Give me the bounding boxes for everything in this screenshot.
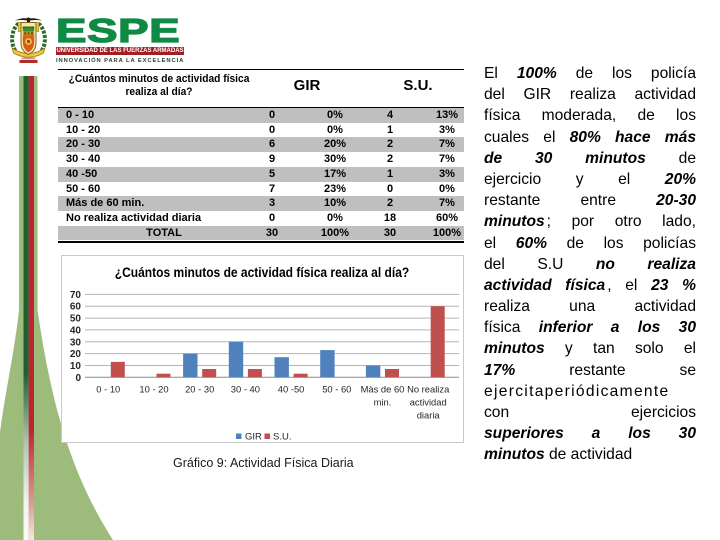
svg-text:diaria: diaria bbox=[417, 409, 441, 420]
svg-text:50 - 60: 50 - 60 bbox=[322, 383, 351, 394]
svg-text:No realiza: No realiza bbox=[407, 383, 450, 394]
svg-text:40 -50: 40 -50 bbox=[278, 383, 305, 394]
svg-text:GIR: GIR bbox=[245, 432, 262, 443]
svg-text:40: 40 bbox=[70, 325, 82, 336]
svg-text:0 - 10: 0 - 10 bbox=[96, 383, 120, 394]
svg-text:50: 50 bbox=[70, 314, 82, 325]
svg-text:10 - 20: 10 - 20 bbox=[139, 383, 168, 394]
svg-text:min.: min. bbox=[374, 396, 392, 407]
svg-text:actividad: actividad bbox=[410, 396, 447, 407]
svg-text:20 - 30: 20 - 30 bbox=[185, 383, 214, 394]
svg-text:0: 0 bbox=[75, 373, 81, 384]
svg-text:30: 30 bbox=[70, 337, 82, 348]
svg-text:30 - 40: 30 - 40 bbox=[231, 383, 260, 394]
svg-text:60: 60 bbox=[70, 302, 82, 313]
svg-text:70: 70 bbox=[70, 290, 82, 301]
svg-text:Màs de 60: Màs de 60 bbox=[361, 383, 405, 394]
svg-text:S.U.: S.U. bbox=[273, 432, 291, 443]
svg-text:20: 20 bbox=[70, 349, 82, 360]
svg-text:10: 10 bbox=[70, 361, 82, 372]
